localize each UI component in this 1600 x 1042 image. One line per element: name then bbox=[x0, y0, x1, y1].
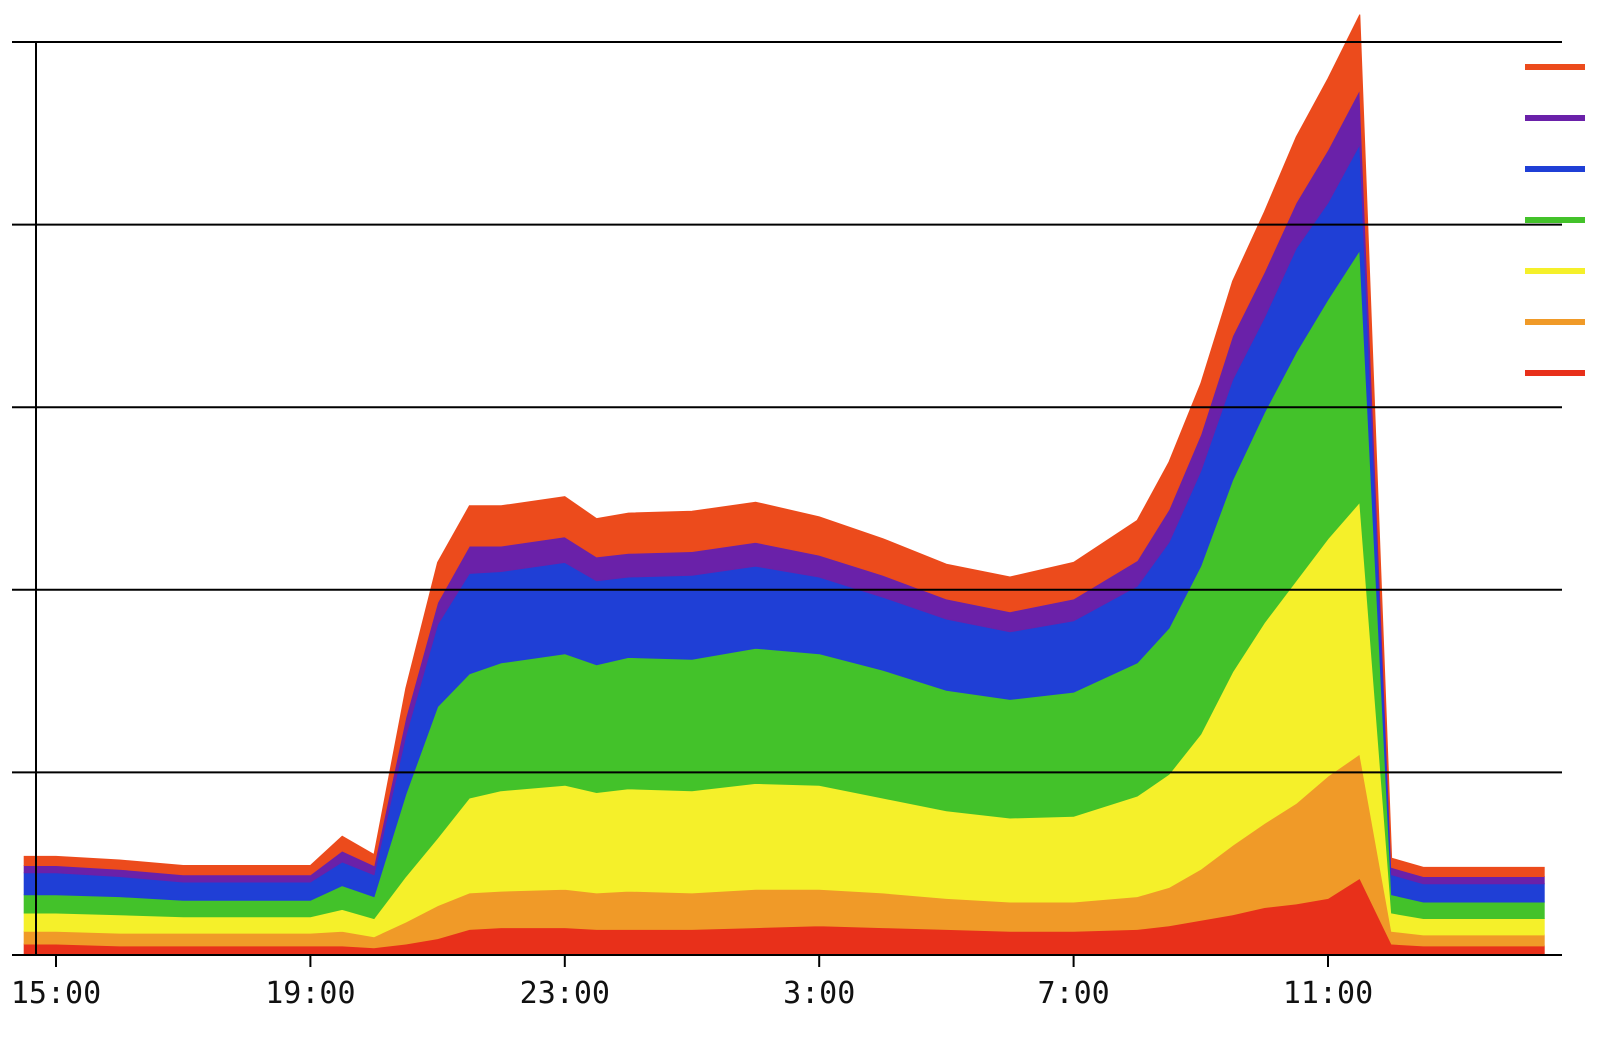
legend-swatch-6 bbox=[1525, 319, 1585, 325]
legend-swatch-5 bbox=[1525, 268, 1585, 274]
legend-swatch-4 bbox=[1525, 217, 1585, 223]
legend-swatch-2 bbox=[1525, 115, 1585, 121]
legend-swatch-1 bbox=[1525, 64, 1585, 70]
x-axis-ticks: 15:00 19:00 23:00 3:00 7:00 11:00 bbox=[11, 955, 1373, 1011]
x-tick-label: 15:00 bbox=[11, 976, 101, 1011]
legend bbox=[1525, 64, 1585, 376]
x-tick-label: 7:00 bbox=[1037, 976, 1109, 1011]
gridlines bbox=[12, 41, 1562, 956]
legend-swatch-7 bbox=[1525, 370, 1585, 376]
x-tick-label: 19:00 bbox=[265, 976, 355, 1011]
x-tick-label: 23:00 bbox=[520, 976, 610, 1011]
x-tick-label: 11:00 bbox=[1283, 976, 1373, 1011]
series-area-7 bbox=[23, 14, 1545, 877]
x-tick-label: 3:00 bbox=[783, 976, 855, 1011]
series-areas bbox=[23, 14, 1545, 956]
legend-swatch-3 bbox=[1525, 166, 1585, 172]
